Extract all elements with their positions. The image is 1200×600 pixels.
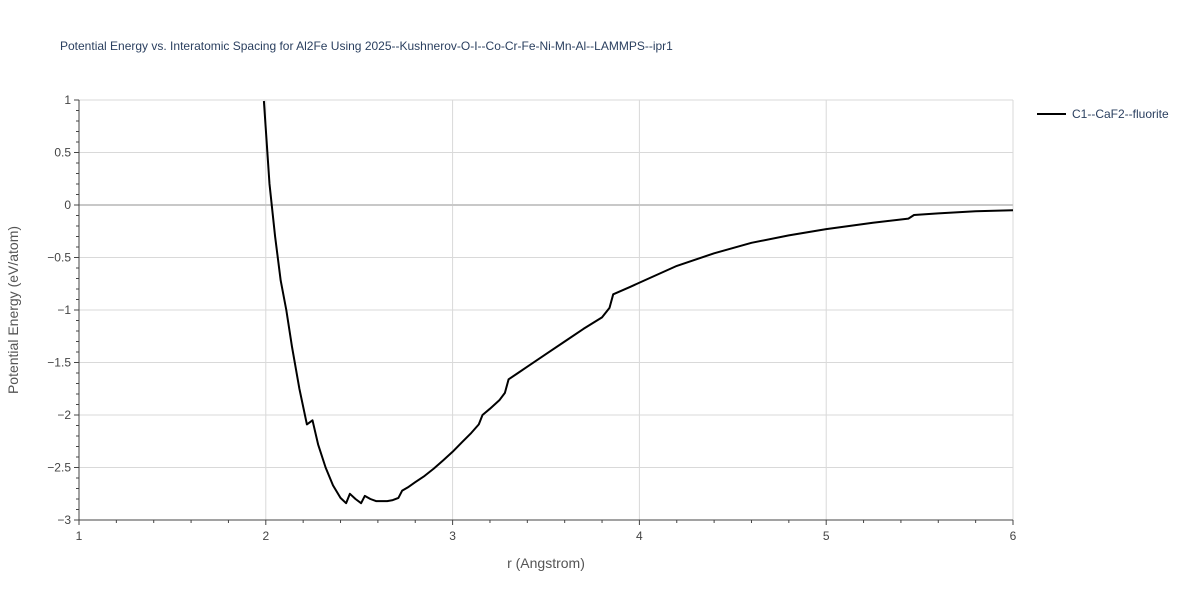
y-tick-label: 1: [64, 93, 71, 107]
y-tick-label: −1: [57, 303, 71, 317]
x-axis-title: r (Angstrom): [507, 555, 585, 571]
x-tick-label: 2: [262, 529, 269, 543]
axes: [78, 100, 1013, 521]
x-tick-label: 5: [823, 529, 830, 543]
y-tick-labels: 1 0.5 0 −0.5 −1 −1.5 −2 −2.5 −3: [47, 93, 71, 527]
legend-label: C1--CaF2--fluorite: [1072, 107, 1169, 121]
x-tick-label: 1: [76, 529, 83, 543]
y-tick-label: 0: [64, 198, 71, 212]
y-tick-label: −3: [57, 513, 71, 527]
y-tick-label: −0.5: [47, 251, 71, 265]
plot-series: [262, 100, 1014, 505]
y-tick-label: −2.5: [47, 461, 71, 475]
x-tick-label: 6: [1010, 529, 1017, 543]
x-tick-label: 4: [636, 529, 643, 543]
y-tick-label: −2: [57, 408, 71, 422]
y-tick-label: −1.5: [47, 356, 71, 370]
legend[interactable]: C1--CaF2--fluorite: [1037, 107, 1169, 121]
series-line: [262, 100, 1014, 505]
grid-lines: [79, 99, 1014, 520]
x-tick-label: 3: [449, 529, 456, 543]
minor-ticks: [74, 99, 1014, 525]
x-tick-labels: 1 2 3 4 5 6: [76, 529, 1017, 543]
y-tick-label: 0.5: [54, 146, 71, 160]
y-axis-title: Potential Energy (eV/atom): [5, 226, 21, 394]
chart-title: Potential Energy vs. Interatomic Spacing…: [60, 39, 673, 53]
